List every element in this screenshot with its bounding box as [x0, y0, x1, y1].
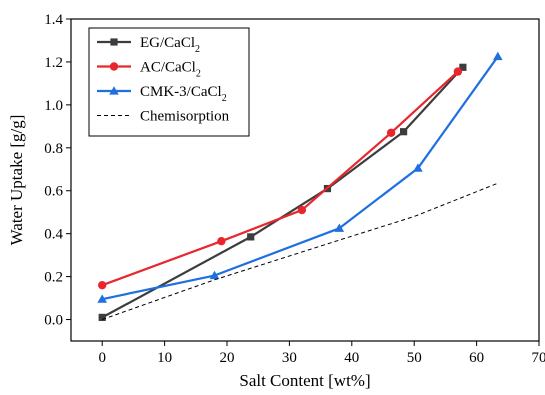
y-tick-label: 1.4 — [44, 12, 63, 28]
legend-label-main: EG/CaCl — [140, 35, 195, 51]
y-tick-label: 0.6 — [44, 184, 63, 200]
legend-marker — [109, 62, 119, 71]
data-point — [334, 223, 345, 232]
legend-item: EG/CaCl2 — [97, 35, 200, 55]
legend-label-subscript: 2 — [222, 93, 227, 104]
data-point — [297, 205, 307, 215]
series-line — [102, 182, 499, 321]
data-point — [98, 313, 106, 321]
y-axis-title: Water Uptake [g/g] — [7, 115, 26, 246]
data-point — [386, 128, 396, 137]
legend-label-subscript: 2 — [196, 69, 201, 80]
series-cmk-3-cacl2 — [97, 51, 503, 303]
x-axis-title: Salt Content [wt%] — [239, 371, 370, 390]
y-tick-label: 1.0 — [44, 98, 63, 114]
x-tick-label: 60 — [469, 350, 484, 366]
y-tick-label: 0.4 — [44, 227, 63, 243]
y-axis: 0.0 0.2 0.4 0.6 0.8 1.0 1.2 1.4 — [44, 12, 71, 329]
x-tick-label: 40 — [344, 350, 359, 366]
legend-label-main: Chemisorption — [140, 109, 230, 125]
y-tick-label: 1.2 — [44, 55, 63, 71]
x-tick-label: 70 — [532, 350, 545, 366]
x-tick-label: 0 — [98, 350, 106, 366]
legend-item: Chemisorption — [97, 109, 230, 125]
x-tick-label: 20 — [220, 350, 235, 366]
data-point — [399, 128, 408, 136]
data-point — [493, 51, 503, 61]
legend-box — [88, 27, 250, 137]
legend-marker — [109, 86, 119, 95]
data-point — [209, 270, 220, 280]
data-point — [217, 236, 226, 246]
legend-label-main: AC/CaCl — [140, 60, 196, 76]
legend-item: AC/CaCl2 — [97, 60, 201, 80]
y-tick-label: 0.0 — [44, 313, 63, 329]
legend-label: AC/CaCl2 — [140, 60, 201, 80]
data-point — [453, 67, 463, 76]
data-point — [459, 63, 467, 71]
data-point — [97, 294, 107, 303]
y-tick-label: 0.2 — [44, 270, 63, 286]
legend-label: Chemisorption — [140, 109, 230, 125]
data-point — [98, 280, 107, 290]
data-point — [247, 233, 255, 241]
data-point — [413, 163, 423, 172]
legend-marker — [110, 38, 118, 46]
y-tick-label: 0.8 — [44, 141, 63, 157]
legend-label: CMK-3/CaCl2 — [140, 84, 227, 104]
x-axis: 0 10 20 30 40 50 60 70 — [98, 341, 545, 366]
legend-label: EG/CaCl2 — [140, 35, 200, 55]
legend-item: CMK-3/CaCl2 — [97, 84, 227, 104]
x-tick-label: 50 — [407, 350, 422, 366]
plot-frame — [70, 18, 540, 342]
x-tick-label: 10 — [157, 350, 172, 366]
series-layer — [97, 51, 503, 321]
x-tick-label: 30 — [282, 350, 297, 366]
legend-label-subscript: 2 — [195, 44, 200, 55]
series-chemisorption — [102, 182, 499, 321]
legend-label-main: CMK-3/CaCl — [140, 84, 222, 100]
series-ac-cacl2 — [98, 67, 463, 290]
